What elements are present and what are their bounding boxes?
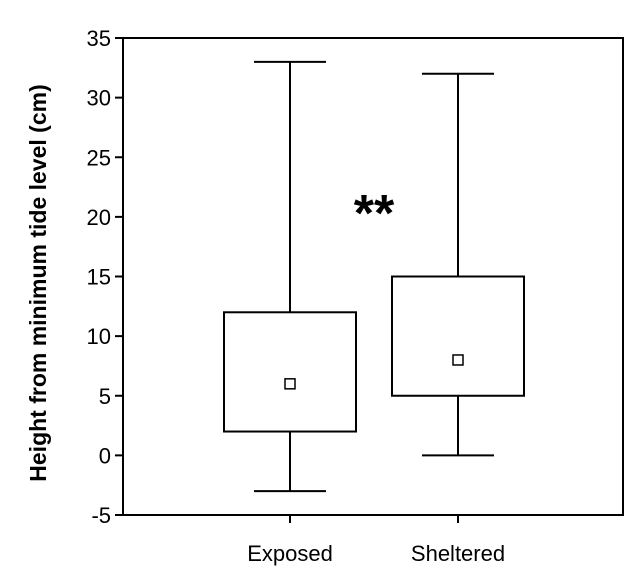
y-tick-label: 0: [99, 443, 111, 468]
y-tick-label: 20: [87, 205, 111, 230]
y-axis-label: Height from minimum tide level (cm): [25, 84, 51, 481]
sheltered-box: [391, 275, 525, 397]
exposed-median-marker: [284, 378, 296, 390]
plot-frame: [122, 37, 624, 516]
plot-layer: -5 0 5 10 15 20 25 30 35 Exposed Sheltered **: [87, 26, 624, 566]
x-tick-label: Sheltered: [411, 541, 505, 566]
y-tick-label: 15: [87, 265, 111, 290]
y-tick-label: 5: [99, 384, 111, 409]
sheltered-median-marker: [452, 354, 464, 366]
y-tick-label: 10: [87, 324, 111, 349]
exposed-box: [223, 311, 357, 433]
y-tick-label: -5: [91, 503, 111, 528]
x-tick-label: Exposed: [247, 541, 333, 566]
significance-annotation: **: [354, 185, 395, 243]
y-tick-label: 25: [87, 145, 111, 170]
y-tick-label: 35: [87, 26, 111, 51]
y-tick-label: 30: [87, 86, 111, 111]
